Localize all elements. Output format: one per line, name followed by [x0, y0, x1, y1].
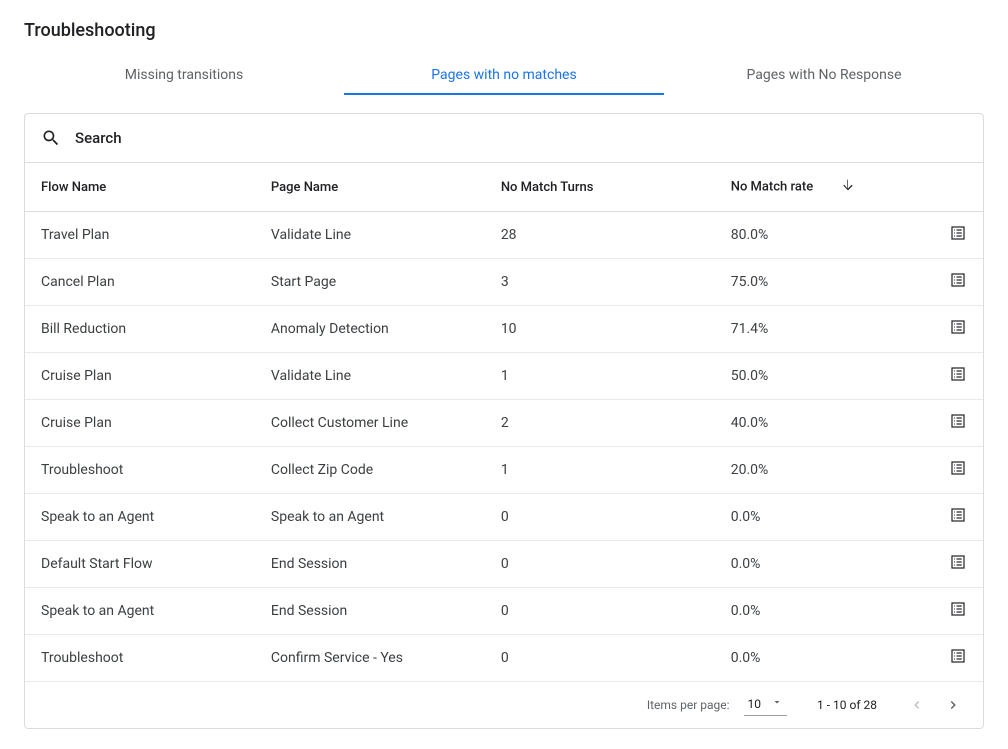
- pager: [907, 695, 963, 715]
- cell-turns: 1: [485, 447, 715, 494]
- table-row: Default Start FlowEnd Session00.0%: [25, 541, 983, 588]
- cell-page: Validate Line: [255, 353, 485, 400]
- cell-flow: Cruise Plan: [25, 400, 255, 447]
- cell-rate: 71.4%: [715, 306, 926, 353]
- cell-turns: 10: [485, 306, 715, 353]
- tab-pages-with-no-matches[interactable]: Pages with no matches: [344, 57, 664, 95]
- cell-flow: Speak to an Agent: [25, 588, 255, 635]
- column-header-flow[interactable]: Flow Name: [25, 163, 255, 212]
- table-row: Bill ReductionAnomaly Detection1071.4%: [25, 306, 983, 353]
- panel: Search Flow Name Page Name No Match Turn…: [24, 113, 984, 729]
- column-header-rate-label: No Match rate: [731, 179, 813, 194]
- prev-page-button[interactable]: [907, 695, 927, 715]
- cell-turns: 0: [485, 541, 715, 588]
- view-details-icon[interactable]: [949, 459, 967, 477]
- cell-flow: Speak to an Agent: [25, 494, 255, 541]
- view-details-icon[interactable]: [949, 600, 967, 618]
- search-label: Search: [75, 129, 122, 147]
- data-table: Flow Name Page Name No Match Turns No Ma…: [25, 163, 983, 682]
- table-row: TroubleshootConfirm Service - Yes00.0%: [25, 635, 983, 682]
- table-row: Cancel PlanStart Page375.0%: [25, 259, 983, 306]
- table-row: Speak to an AgentSpeak to an Agent00.0%: [25, 494, 983, 541]
- cell-page: Anomaly Detection: [255, 306, 485, 353]
- cell-turns: 0: [485, 588, 715, 635]
- cell-flow: Troubleshoot: [25, 447, 255, 494]
- table-row: Cruise PlanCollect Customer Line240.0%: [25, 400, 983, 447]
- cell-turns: 0: [485, 494, 715, 541]
- page-size: Items per page: 10: [647, 694, 787, 716]
- table-row: TroubleshootCollect Zip Code120.0%: [25, 447, 983, 494]
- cell-page: Confirm Service - Yes: [255, 635, 485, 682]
- view-details-icon[interactable]: [949, 506, 967, 524]
- tabs: Missing transitionsPages with no matches…: [24, 57, 984, 95]
- cell-flow: Bill Reduction: [25, 306, 255, 353]
- cell-turns: 1: [485, 353, 715, 400]
- page-title: Troubleshooting: [24, 20, 984, 41]
- items-per-page-label: Items per page:: [647, 698, 730, 712]
- tab-missing-transitions[interactable]: Missing transitions: [24, 57, 344, 95]
- cell-turns: 28: [485, 212, 715, 259]
- table-row: Cruise PlanValidate Line150.0%: [25, 353, 983, 400]
- cell-page: Collect Customer Line: [255, 400, 485, 447]
- cell-flow: Travel Plan: [25, 212, 255, 259]
- cell-rate: 20.0%: [715, 447, 926, 494]
- cell-flow: Cruise Plan: [25, 353, 255, 400]
- cell-page: End Session: [255, 588, 485, 635]
- cell-flow: Troubleshoot: [25, 635, 255, 682]
- cell-page: Validate Line: [255, 212, 485, 259]
- view-details-icon[interactable]: [949, 553, 967, 571]
- table-row: Travel PlanValidate Line2880.0%: [25, 212, 983, 259]
- search-icon: [41, 128, 61, 148]
- cell-rate: 0.0%: [715, 635, 926, 682]
- cell-page: Collect Zip Code: [255, 447, 485, 494]
- cell-rate: 40.0%: [715, 400, 926, 447]
- cell-page: Speak to an Agent: [255, 494, 485, 541]
- column-header-rate[interactable]: No Match rate: [715, 163, 926, 212]
- page-size-select[interactable]: 10: [744, 694, 788, 716]
- page-size-value: 10: [748, 697, 762, 711]
- view-details-icon[interactable]: [949, 318, 967, 336]
- view-details-icon[interactable]: [949, 365, 967, 383]
- search-row[interactable]: Search: [25, 114, 983, 163]
- cell-turns: 0: [485, 635, 715, 682]
- cell-flow: Cancel Plan: [25, 259, 255, 306]
- cell-rate: 0.0%: [715, 541, 926, 588]
- view-details-icon[interactable]: [949, 647, 967, 665]
- cell-rate: 80.0%: [715, 212, 926, 259]
- view-details-icon[interactable]: [949, 271, 967, 289]
- sort-arrow-down-icon: [840, 182, 856, 197]
- cell-rate: 75.0%: [715, 259, 926, 306]
- pagination-range: 1 - 10 of 28: [817, 698, 877, 712]
- cell-page: End Session: [255, 541, 485, 588]
- cell-turns: 2: [485, 400, 715, 447]
- view-details-icon[interactable]: [949, 224, 967, 242]
- tab-pages-with-no-response[interactable]: Pages with No Response: [664, 57, 984, 95]
- cell-rate: 50.0%: [715, 353, 926, 400]
- caret-down-icon: [771, 696, 783, 711]
- column-header-page[interactable]: Page Name: [255, 163, 485, 212]
- cell-turns: 3: [485, 259, 715, 306]
- cell-page: Start Page: [255, 259, 485, 306]
- pagination: Items per page: 10 1 - 10 of 28: [25, 682, 983, 728]
- cell-flow: Default Start Flow: [25, 541, 255, 588]
- cell-rate: 0.0%: [715, 588, 926, 635]
- table-row: Speak to an AgentEnd Session00.0%: [25, 588, 983, 635]
- cell-rate: 0.0%: [715, 494, 926, 541]
- next-page-button[interactable]: [943, 695, 963, 715]
- column-header-turns[interactable]: No Match Turns: [485, 163, 715, 212]
- view-details-icon[interactable]: [949, 412, 967, 430]
